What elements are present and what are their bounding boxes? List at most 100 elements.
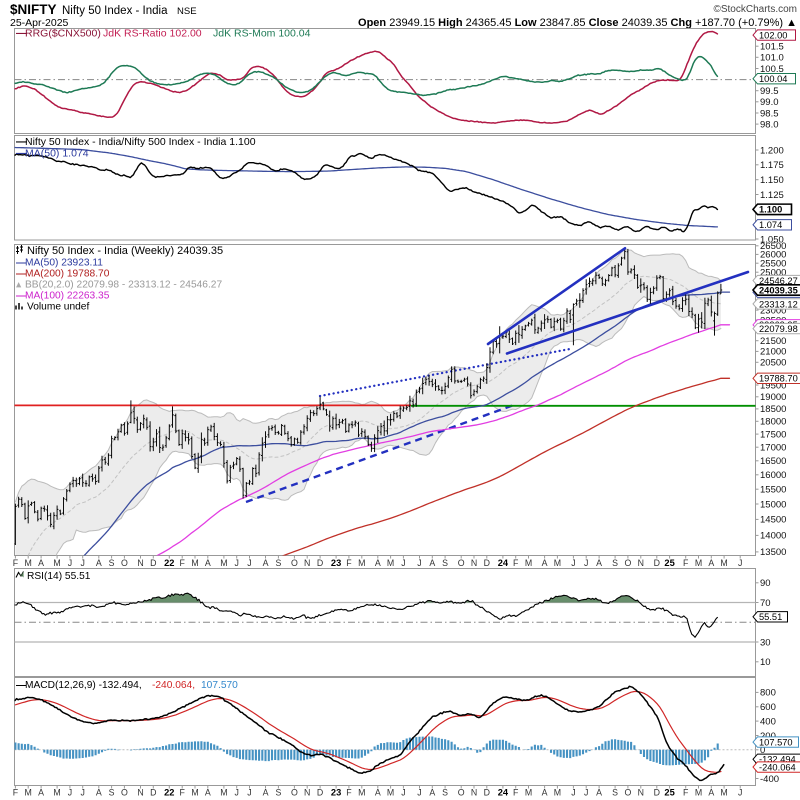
svg-text:26500: 26500 (760, 241, 786, 252)
svg-text:17500: 17500 (760, 429, 786, 440)
svg-text:Nifty 50 Index - India/Nifty 5: Nifty 50 Index - India/Nifty 500 Index -… (25, 136, 256, 148)
svg-text:19788.70: 19788.70 (759, 374, 798, 384)
svg-text:A: A (38, 558, 44, 568)
svg-text:100.5: 100.5 (760, 64, 784, 75)
svg-text:J: J (401, 558, 405, 568)
svg-text:J: J (68, 788, 72, 798)
svg-text:F: F (180, 788, 186, 798)
svg-text:24039.35: 24039.35 (759, 285, 798, 295)
svg-text:$NIFTY: $NIFTY (10, 2, 57, 17)
svg-text:M: M (358, 788, 365, 798)
svg-text:J: J (584, 558, 588, 568)
svg-text:JdK RS-Ratio 102.00: JdK RS-Ratio 102.00 (103, 28, 202, 40)
svg-text:600: 600 (760, 702, 776, 713)
svg-text:102.00: 102.00 (759, 31, 787, 41)
svg-text:J: J (738, 788, 742, 798)
svg-text:N: N (304, 558, 310, 568)
svg-text:26000: 26000 (760, 250, 786, 261)
svg-text:25-Apr-2025: 25-Apr-2025 (10, 17, 69, 29)
svg-text:23000: 23000 (760, 305, 786, 316)
svg-text:J: J (247, 558, 251, 568)
svg-text:A: A (708, 558, 714, 568)
svg-text:19000: 19000 (760, 392, 786, 403)
svg-text:100.04: 100.04 (759, 74, 787, 84)
svg-text:NSE: NSE (177, 6, 197, 17)
svg-text:J: J (247, 788, 251, 798)
svg-text:A: A (542, 558, 548, 568)
svg-text:M: M (25, 788, 32, 798)
svg-text:F: F (683, 558, 689, 568)
svg-text:—: — (16, 268, 27, 280)
svg-text:24: 24 (498, 788, 509, 798)
svg-text:S: S (612, 788, 618, 798)
svg-text:M: M (554, 558, 561, 568)
svg-text:M: M (554, 788, 561, 798)
svg-text:J: J (401, 788, 405, 798)
svg-text:16000: 16000 (760, 470, 786, 481)
svg-text:14500: 14500 (760, 515, 786, 526)
svg-text:M: M (720, 558, 727, 568)
svg-text:25: 25 (664, 558, 674, 568)
svg-text:22079.98: 22079.98 (759, 324, 798, 334)
svg-text:M: M (220, 558, 227, 568)
svg-text:A: A (38, 788, 44, 798)
svg-text:N: N (137, 558, 143, 568)
svg-text:S: S (275, 788, 281, 798)
svg-text:JdK RS-Mom 100.04: JdK RS-Mom 100.04 (213, 28, 311, 40)
svg-text:J: J (234, 788, 238, 798)
svg-text:23: 23 (331, 788, 341, 798)
svg-text:O: O (121, 558, 128, 568)
svg-text:A: A (375, 788, 381, 798)
svg-text:O: O (121, 788, 128, 798)
svg-text:O: O (458, 558, 465, 568)
svg-text:J: J (234, 558, 238, 568)
svg-text:J: J (571, 788, 575, 798)
svg-text:14000: 14000 (760, 531, 786, 542)
svg-text:1.100: 1.100 (759, 205, 782, 215)
svg-text:25500: 25500 (760, 259, 786, 270)
svg-text:F: F (13, 788, 19, 798)
svg-text:101.0: 101.0 (760, 53, 784, 64)
svg-text:—: — (16, 257, 27, 269)
svg-text:21500: 21500 (760, 336, 786, 347)
svg-text:—: — (16, 136, 27, 148)
svg-text:S: S (109, 558, 115, 568)
svg-text:70: 70 (760, 598, 771, 609)
svg-text:25000: 25000 (760, 268, 786, 279)
svg-text:25: 25 (664, 788, 674, 798)
svg-text:O: O (291, 558, 298, 568)
svg-text:20500: 20500 (760, 358, 786, 369)
svg-text:Nifty 50 Index - India: Nifty 50 Index - India (62, 5, 168, 17)
svg-text:A: A (96, 558, 102, 568)
svg-text:Open 23949.15 High 24365.45 Lo: Open 23949.15 High 24365.45 Low 23847.85… (358, 17, 797, 29)
svg-text:15000: 15000 (760, 499, 786, 510)
svg-text:M: M (191, 788, 198, 798)
svg-text:M: M (53, 788, 60, 798)
svg-text:1.125: 1.125 (760, 190, 784, 201)
svg-text:1.175: 1.175 (760, 160, 784, 171)
svg-text:M: M (53, 558, 60, 568)
svg-text:M: M (695, 788, 702, 798)
svg-text:MACD(12,26,9) -132.494,: MACD(12,26,9) -132.494, (25, 680, 142, 691)
svg-text:17000: 17000 (760, 443, 786, 454)
svg-text:107.570: 107.570 (201, 680, 238, 691)
svg-text:MA(50) 1.074: MA(50) 1.074 (25, 148, 89, 160)
svg-text:400: 400 (760, 716, 776, 727)
svg-text:16500: 16500 (760, 456, 786, 467)
svg-text:A: A (596, 788, 602, 798)
svg-text:21000: 21000 (760, 347, 786, 358)
svg-text:1.050: 1.050 (760, 234, 784, 245)
svg-text:98.5: 98.5 (760, 108, 779, 119)
svg-text:18000: 18000 (760, 417, 786, 428)
svg-text:Nifty 50 Index - India (Weekly: Nifty 50 Index - India (Weekly) 24039.35 (27, 245, 223, 257)
svg-text:MA(200) 19788.70: MA(200) 19788.70 (25, 269, 110, 280)
svg-text:S: S (442, 558, 448, 568)
svg-text:A: A (708, 788, 714, 798)
svg-text:98.0: 98.0 (760, 119, 779, 130)
svg-text:J: J (68, 558, 72, 568)
svg-text:F: F (513, 558, 519, 568)
svg-text:A: A (263, 788, 269, 798)
svg-text:M: M (720, 788, 727, 798)
svg-text:F: F (683, 788, 689, 798)
svg-text:D: D (317, 558, 323, 568)
